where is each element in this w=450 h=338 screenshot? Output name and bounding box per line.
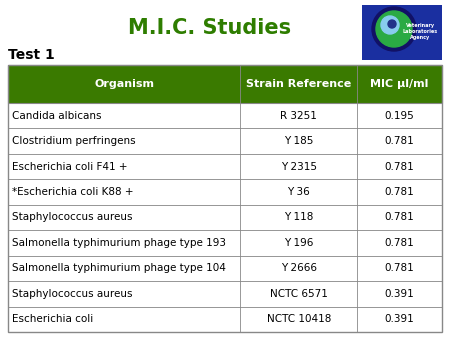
Circle shape (381, 16, 399, 34)
Text: 0.781: 0.781 (385, 238, 414, 248)
Circle shape (372, 7, 416, 51)
Circle shape (376, 11, 412, 47)
Text: Clostridium perfringens: Clostridium perfringens (12, 136, 135, 146)
Bar (8, 65, 442, 103)
Text: Staphylococcus aureus: Staphylococcus aureus (12, 213, 132, 222)
Text: Escherichia coli: Escherichia coli (12, 314, 93, 324)
Text: 0.781: 0.781 (385, 162, 414, 172)
Text: 0.781: 0.781 (385, 187, 414, 197)
Bar (8, 205, 442, 230)
Text: Y 185: Y 185 (284, 136, 314, 146)
Text: 0.781: 0.781 (385, 213, 414, 222)
Bar (8, 307, 442, 332)
Text: Candida albicans: Candida albicans (12, 111, 102, 121)
Text: *Escherichia coli K88 +: *Escherichia coli K88 + (12, 187, 134, 197)
Text: Strain Reference: Strain Reference (246, 79, 351, 89)
Text: MIC µl/ml: MIC µl/ml (370, 79, 429, 89)
Bar (8, 230, 442, 256)
Bar (8, 179, 442, 205)
Text: M.I.C. Studies: M.I.C. Studies (128, 18, 292, 38)
Bar (8, 103, 442, 128)
Text: Y 118: Y 118 (284, 213, 314, 222)
Text: Staphylococcus aureus: Staphylococcus aureus (12, 289, 132, 299)
Text: 0.195: 0.195 (385, 111, 414, 121)
Bar (8, 256, 442, 281)
Text: NCTC 6571: NCTC 6571 (270, 289, 328, 299)
Text: Y 196: Y 196 (284, 238, 314, 248)
Bar (8, 128, 442, 154)
Text: Escherichia coli F41 +: Escherichia coli F41 + (12, 162, 127, 172)
Bar (362, 5, 442, 60)
Text: R 3251: R 3251 (280, 111, 317, 121)
Text: 0.781: 0.781 (385, 263, 414, 273)
Bar (8, 281, 442, 307)
Text: Veterinary
Laboratories
Agency: Veterinary Laboratories Agency (402, 23, 437, 40)
Text: Salmonella typhimurium phage type 193: Salmonella typhimurium phage type 193 (12, 238, 226, 248)
Text: Test 1: Test 1 (8, 48, 55, 62)
Text: 0.781: 0.781 (385, 136, 414, 146)
Text: Y 2666: Y 2666 (281, 263, 317, 273)
Bar (8, 65, 442, 332)
Circle shape (388, 20, 396, 28)
Text: Organism: Organism (94, 79, 154, 89)
Text: 0.391: 0.391 (385, 289, 414, 299)
Text: Salmonella typhimurium phage type 104: Salmonella typhimurium phage type 104 (12, 263, 226, 273)
Text: Y 36: Y 36 (288, 187, 310, 197)
Text: 0.391: 0.391 (385, 314, 414, 324)
Text: NCTC 10418: NCTC 10418 (266, 314, 331, 324)
Text: Y 2315: Y 2315 (281, 162, 317, 172)
Bar (8, 154, 442, 179)
